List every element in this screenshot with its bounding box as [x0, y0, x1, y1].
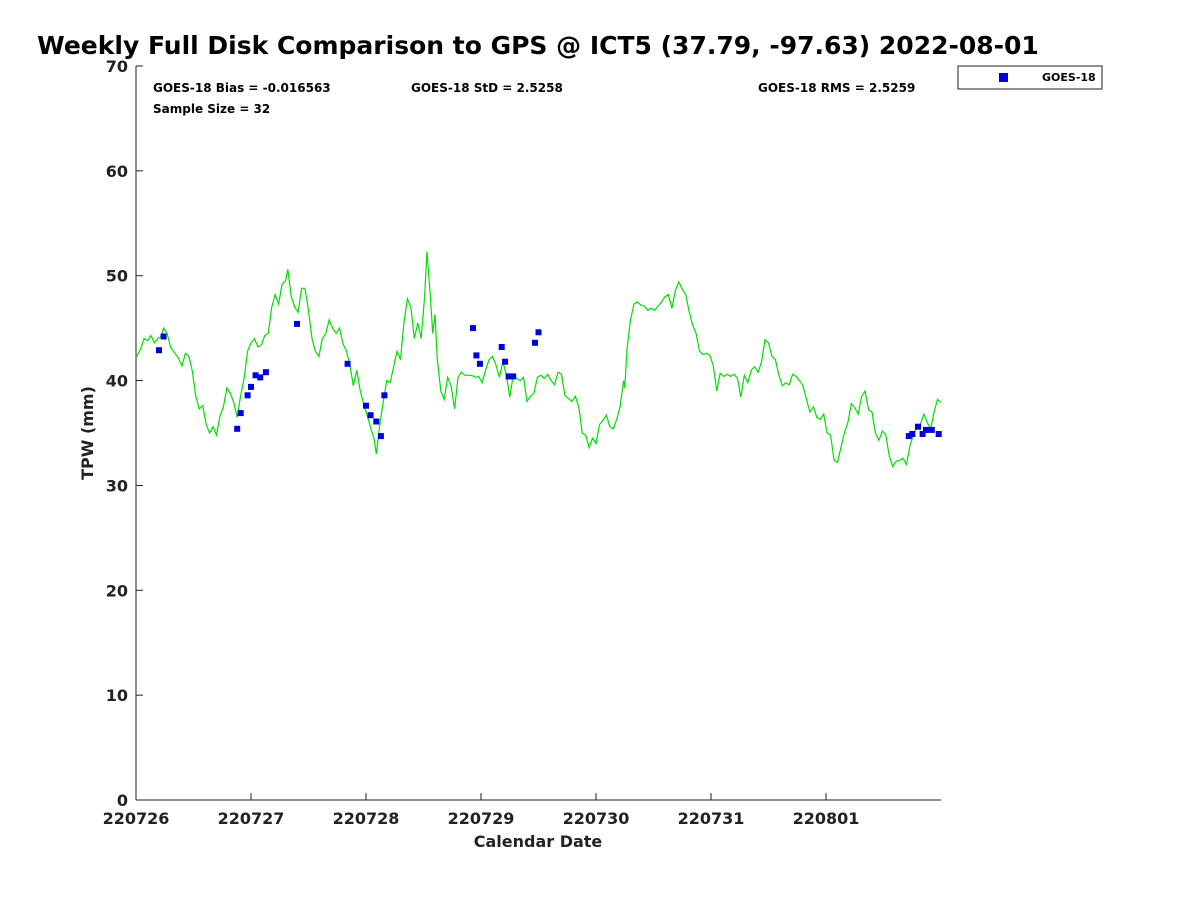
goes18-point: [498, 344, 505, 350]
y-tick-label: 10: [106, 686, 128, 705]
x-axis-label: Calendar Date: [474, 832, 603, 851]
y-tick-label: 30: [106, 476, 128, 495]
goes18-point: [470, 325, 476, 332]
goes18-point: [905, 433, 912, 440]
chart-title: Weekly Full Disk Comparison to GPS @ ICT…: [37, 31, 1039, 60]
x-tick-label: 220726: [103, 809, 170, 828]
goes18-point: [367, 412, 374, 419]
gps-series: [135, 251, 942, 468]
goes18-point: [381, 392, 388, 399]
y-axis-label: TPW (mm): [78, 386, 97, 480]
y-tick-label: 20: [106, 581, 128, 600]
goes18-point: [262, 369, 269, 376]
goes18-point: [909, 431, 916, 437]
x-ticks: 220726 220727 220728 220729 220730 220731 2208…: [103, 793, 860, 828]
rms-stat: GOES-18 RMS = 2.5259: [758, 81, 915, 95]
legend: GOES-18: [957, 65, 1103, 90]
legend-box: [957, 65, 1103, 90]
goes18-point: [156, 347, 162, 354]
y-tick-label: 70: [106, 57, 128, 76]
goes18-point: [919, 431, 926, 437]
x-tick-label: 220801: [793, 809, 860, 828]
x-tick-label: 220730: [563, 809, 630, 828]
y-tick-label: 0: [117, 791, 128, 810]
goes18-point: [294, 320, 300, 327]
goes18-point: [363, 402, 369, 409]
goes18-point: [915, 423, 921, 430]
goes18-point: [237, 410, 244, 417]
sample-size-stat: Sample Size = 32: [153, 102, 270, 116]
goes18-point: [505, 373, 512, 380]
goes18-point: [532, 339, 538, 346]
x-tick-label: 220731: [678, 809, 745, 828]
goes18-point: [928, 426, 935, 433]
plot-area: [135, 66, 941, 801]
goes18-point: [244, 392, 251, 399]
x-tick-label: 220727: [218, 809, 285, 828]
legend-label-goes18: GOES-18: [1042, 71, 1096, 84]
std-stat: GOES-18 StD = 2.5258: [411, 81, 563, 95]
goes18-point: [502, 358, 509, 365]
goes18-point: [377, 433, 384, 440]
y-ticks: 0 10 20 30 40 50 60 70: [106, 57, 143, 810]
goes18-point: [510, 373, 517, 380]
goes18-point: [373, 418, 380, 425]
goes18-point: [935, 431, 942, 437]
bias-stat: GOES-18 Bias = -0.016563: [153, 81, 331, 95]
goes18-point: [344, 360, 351, 367]
legend-marker-goes18: [999, 73, 1008, 82]
x-tick-label: 220728: [333, 809, 400, 828]
y-tick-label: 60: [106, 162, 128, 181]
goes18-point: [252, 372, 259, 379]
x-tick-label: 220729: [448, 809, 515, 828]
y-tick-label: 50: [106, 267, 128, 286]
goes18-point: [476, 360, 483, 367]
gps-line: [135, 251, 942, 468]
goes18-series: [156, 320, 942, 440]
goes18-point: [923, 426, 929, 433]
goes18-point: [473, 352, 480, 359]
y-tick-label: 40: [106, 372, 128, 391]
goes18-point: [248, 383, 254, 390]
goes18-point: [160, 333, 167, 340]
goes18-point: [535, 329, 542, 336]
goes18-point: [257, 374, 264, 381]
goes18-point: [234, 425, 241, 432]
